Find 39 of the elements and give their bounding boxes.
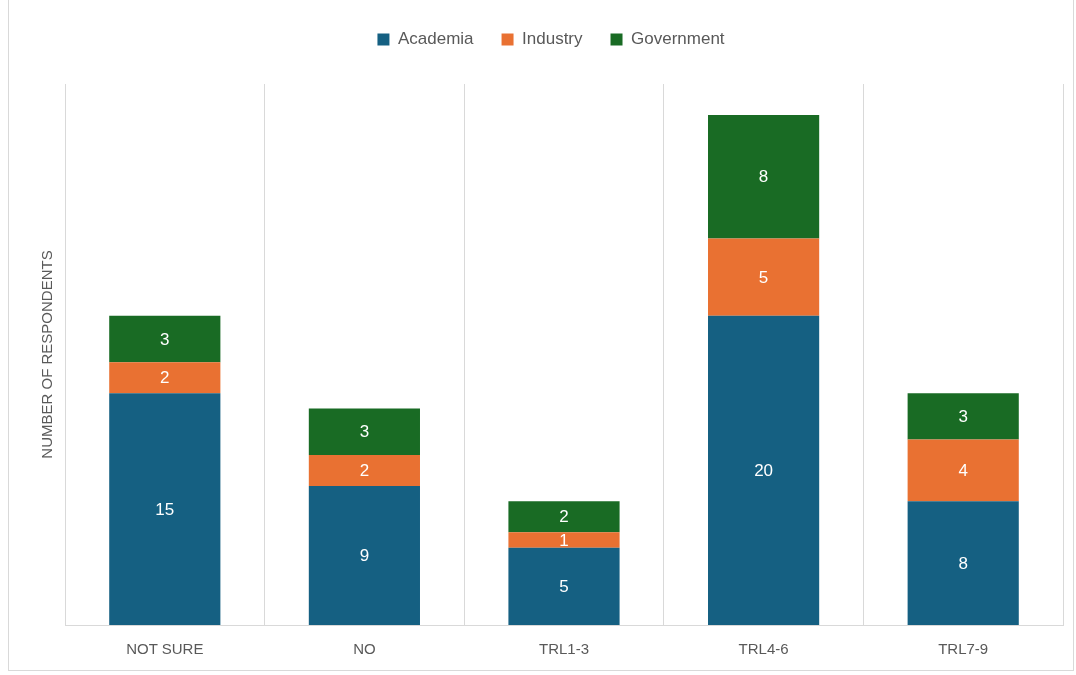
bar <box>708 315 820 625</box>
data-label: 15 <box>155 499 175 519</box>
x-tick-label: NOT SURE <box>126 640 204 658</box>
bar <box>109 315 221 363</box>
data-label: 1 <box>559 530 569 550</box>
bar <box>708 114 820 239</box>
bar <box>109 362 221 394</box>
y-axis-title: NUMBER OF RESPONDENTS <box>38 250 56 459</box>
data-label: 3 <box>958 407 968 427</box>
bar <box>508 532 620 548</box>
bar <box>308 454 420 486</box>
bar <box>907 501 1019 625</box>
data-label: 4 <box>958 461 968 481</box>
x-tick-label: TRL7-9 <box>938 640 989 658</box>
data-label: 3 <box>359 422 370 442</box>
data-label: 20 <box>754 461 774 481</box>
bar <box>508 547 620 625</box>
bar <box>109 393 221 625</box>
legend-label: Academia <box>397 29 475 49</box>
data-label: 2 <box>559 507 569 527</box>
data-label: 9 <box>359 546 370 566</box>
data-label: 2 <box>160 368 170 388</box>
x-tick-label: TRL1-3 <box>538 640 590 658</box>
data-label: 5 <box>758 267 769 287</box>
bar <box>508 501 620 533</box>
x-tick-label: NO <box>353 640 376 658</box>
data-label: 5 <box>559 577 569 597</box>
x-tick-label: TRL4-6 <box>738 640 789 658</box>
data-label: 3 <box>160 329 170 349</box>
legend-label: Government <box>631 29 725 49</box>
bar <box>907 393 1019 440</box>
data-label: 8 <box>958 553 968 573</box>
bar <box>308 408 420 455</box>
data-label: 8 <box>758 167 769 187</box>
bar <box>308 485 420 625</box>
legend-label: Industry <box>522 29 584 49</box>
bar <box>708 238 820 316</box>
data-label: 2 <box>359 461 370 481</box>
bar <box>907 439 1019 502</box>
